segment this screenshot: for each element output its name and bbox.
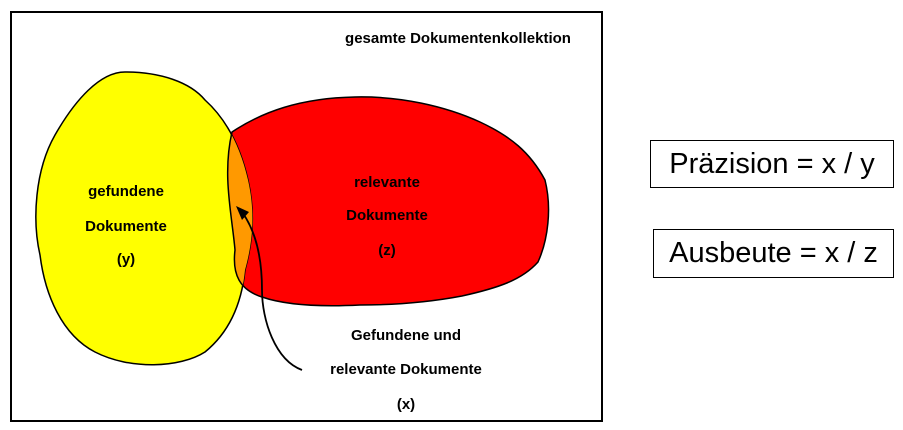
found-label-line1: gefundene — [88, 183, 164, 200]
found-label-line3: (y) — [117, 251, 135, 268]
arrowhead — [236, 206, 249, 220]
intersection-label-line1: Gefundene und — [351, 327, 461, 344]
intersection-label-line2: relevante Dokumente — [330, 361, 482, 378]
relevant-label-line2: Dokumente — [346, 207, 428, 224]
intersection-pointer-arrow — [241, 211, 303, 371]
relevant-label-line1: relevante — [354, 174, 420, 191]
precision-formula: Präzision = x / y — [650, 140, 894, 188]
recall-formula: Ausbeute = x / z — [653, 229, 894, 278]
intersection-region — [226, 96, 253, 307]
found-documents-region — [35, 71, 254, 366]
intersection-label-line3: (x) — [397, 396, 415, 413]
collection-label: gesamte Dokumentenkollektion — [345, 30, 571, 47]
relevant-label-line3: (z) — [378, 242, 396, 259]
found-label-line2: Dokumente — [85, 218, 167, 235]
